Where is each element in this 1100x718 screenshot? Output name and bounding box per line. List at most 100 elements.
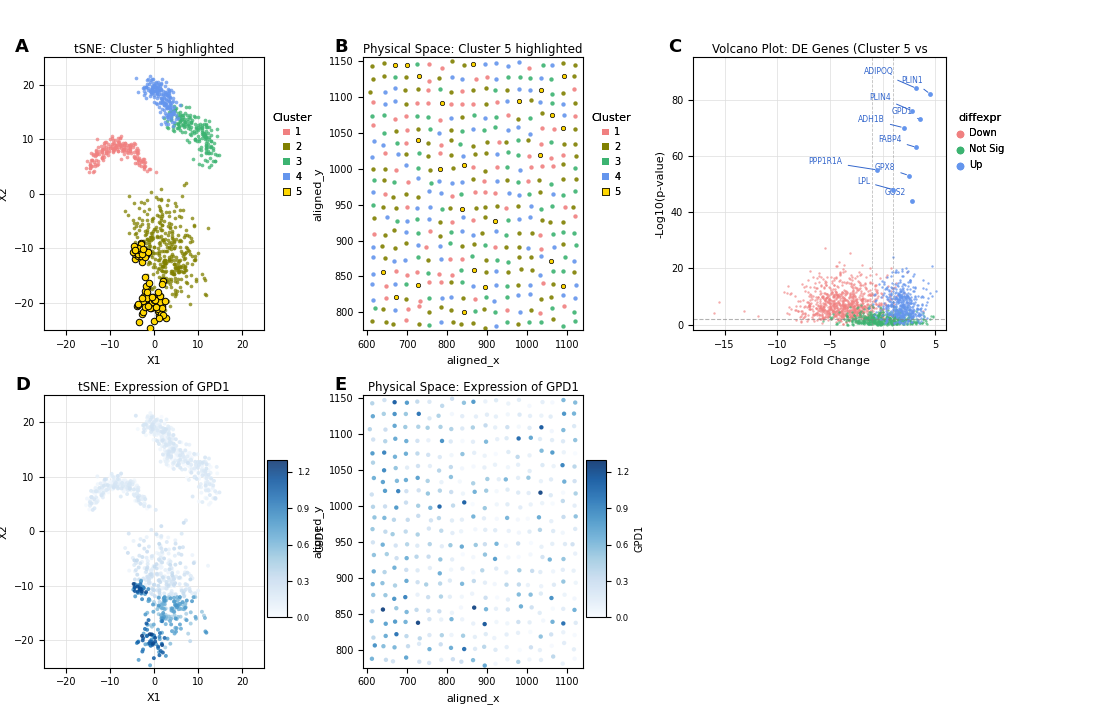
Point xyxy=(167,262,185,274)
Point xyxy=(532,421,550,433)
Point xyxy=(843,317,860,328)
Point xyxy=(164,567,182,579)
Point xyxy=(893,270,911,281)
Point xyxy=(396,421,414,433)
Point xyxy=(420,185,438,197)
Point xyxy=(182,461,199,472)
Point xyxy=(194,467,211,478)
Point xyxy=(900,266,917,277)
Point xyxy=(179,118,197,129)
Point xyxy=(825,310,843,322)
Point xyxy=(154,273,172,284)
Point xyxy=(135,197,153,209)
Point xyxy=(143,86,161,98)
Point xyxy=(453,614,471,625)
Point xyxy=(835,310,852,322)
Point xyxy=(164,121,182,132)
Point xyxy=(453,73,471,85)
Point xyxy=(904,311,922,322)
Point xyxy=(887,304,904,316)
Point xyxy=(160,95,177,106)
Point xyxy=(810,292,827,303)
Point xyxy=(802,298,820,309)
Point xyxy=(173,452,190,463)
Point xyxy=(87,149,104,161)
Point xyxy=(846,309,864,321)
Point xyxy=(172,619,189,630)
Point xyxy=(183,463,200,475)
Point xyxy=(125,578,143,589)
Point xyxy=(172,266,189,277)
Point xyxy=(148,87,166,98)
Point xyxy=(842,310,859,322)
Point xyxy=(509,656,527,668)
Point xyxy=(180,136,198,148)
Point xyxy=(146,415,164,426)
Point xyxy=(837,316,855,327)
Point xyxy=(532,251,550,262)
Point xyxy=(397,111,415,122)
Point xyxy=(86,498,103,509)
Point xyxy=(144,563,162,574)
Point xyxy=(166,443,184,454)
Point xyxy=(150,608,167,620)
Point xyxy=(151,252,168,264)
Point xyxy=(865,314,882,325)
Point xyxy=(153,639,170,651)
Point xyxy=(145,434,163,445)
Point xyxy=(163,113,180,125)
Point xyxy=(891,317,909,328)
Point xyxy=(877,283,894,294)
Point xyxy=(452,319,470,330)
Point xyxy=(145,83,163,95)
Point xyxy=(198,459,216,470)
Point xyxy=(876,297,893,309)
Point xyxy=(817,309,835,320)
Point xyxy=(133,219,151,230)
Point xyxy=(143,424,161,435)
Point xyxy=(486,307,504,318)
Point xyxy=(851,307,869,319)
Point xyxy=(160,229,177,241)
Point xyxy=(867,313,884,325)
Point xyxy=(854,307,871,319)
Point xyxy=(878,312,895,323)
Point xyxy=(180,246,198,257)
Point xyxy=(144,73,162,85)
Point xyxy=(802,304,820,315)
Point xyxy=(152,577,169,588)
Point xyxy=(114,144,132,156)
Point xyxy=(893,290,911,302)
Point xyxy=(178,447,196,458)
Point xyxy=(157,239,175,251)
Point xyxy=(165,236,183,247)
Point xyxy=(531,487,549,498)
Point xyxy=(158,455,176,467)
Point xyxy=(166,240,184,251)
Point xyxy=(135,420,153,432)
Point xyxy=(157,424,175,435)
Point xyxy=(821,297,838,309)
Point xyxy=(364,523,382,535)
Point xyxy=(178,472,196,483)
Point xyxy=(148,603,166,615)
Point xyxy=(409,191,427,202)
Point xyxy=(836,301,854,312)
Point xyxy=(844,309,861,320)
Point xyxy=(141,302,158,313)
Point xyxy=(409,589,427,600)
Point xyxy=(857,305,874,317)
Point xyxy=(890,308,908,320)
Point xyxy=(893,314,911,325)
Point xyxy=(476,211,494,223)
Point xyxy=(554,158,572,169)
Point xyxy=(396,592,414,603)
Point xyxy=(871,316,889,327)
Point xyxy=(880,313,898,325)
Point xyxy=(920,278,937,289)
Point xyxy=(126,588,144,600)
Point xyxy=(111,139,129,150)
Point xyxy=(520,654,538,666)
Point xyxy=(790,295,807,307)
Point xyxy=(162,444,179,455)
